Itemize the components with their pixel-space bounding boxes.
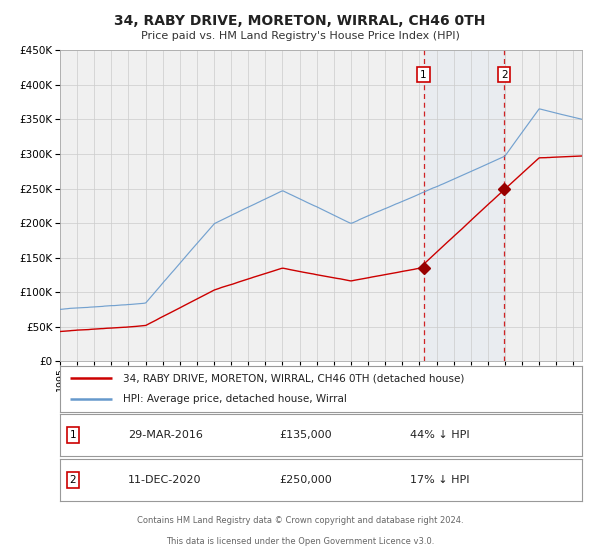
- Text: 2: 2: [70, 475, 76, 485]
- Text: 44% ↓ HPI: 44% ↓ HPI: [410, 431, 469, 440]
- Text: 1: 1: [420, 69, 427, 80]
- Text: 2: 2: [501, 69, 508, 80]
- Text: Price paid vs. HM Land Registry's House Price Index (HPI): Price paid vs. HM Land Registry's House …: [140, 31, 460, 41]
- Text: 34, RABY DRIVE, MORETON, WIRRAL, CH46 0TH (detached house): 34, RABY DRIVE, MORETON, WIRRAL, CH46 0T…: [122, 373, 464, 383]
- Text: 17% ↓ HPI: 17% ↓ HPI: [410, 475, 469, 485]
- Bar: [424, 50, 504, 361]
- Text: 11-DEC-2020: 11-DEC-2020: [128, 475, 202, 485]
- Text: 34, RABY DRIVE, MORETON, WIRRAL, CH46 0TH: 34, RABY DRIVE, MORETON, WIRRAL, CH46 0T…: [115, 14, 485, 28]
- Text: This data is licensed under the Open Government Licence v3.0.: This data is licensed under the Open Gov…: [166, 537, 434, 546]
- Text: Contains HM Land Registry data © Crown copyright and database right 2024.: Contains HM Land Registry data © Crown c…: [137, 516, 463, 525]
- Text: HPI: Average price, detached house, Wirral: HPI: Average price, detached house, Wirr…: [122, 394, 347, 404]
- Text: £135,000: £135,000: [279, 431, 332, 440]
- Text: 1: 1: [70, 431, 76, 440]
- Text: £250,000: £250,000: [279, 475, 332, 485]
- Text: 29-MAR-2016: 29-MAR-2016: [128, 431, 203, 440]
